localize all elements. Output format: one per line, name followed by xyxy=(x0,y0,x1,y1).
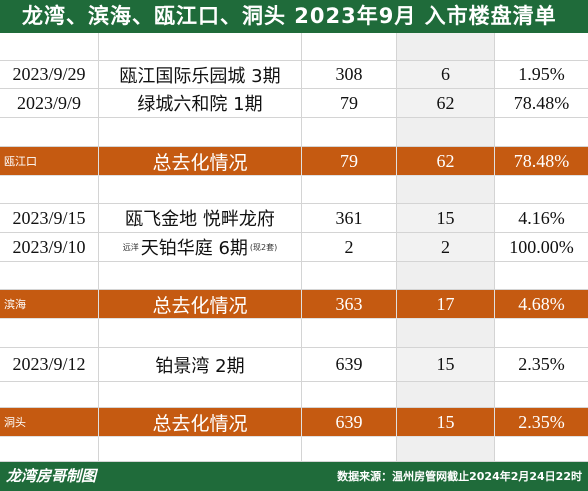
summary-label: 总去化情况 xyxy=(99,408,302,437)
sell-through-rate-cell: 4.16% xyxy=(495,204,588,233)
spacer-row xyxy=(0,262,588,290)
project-name-cell: 铂景湾 2期 xyxy=(99,348,302,382)
date-cell: 2023/9/10 xyxy=(0,233,99,262)
sell-through-rate-cell: 1.95% xyxy=(495,61,588,89)
date-cell: 2023/9/29 xyxy=(0,61,99,89)
spacer-row xyxy=(0,382,588,408)
summary-label: 总去化情况 xyxy=(99,147,302,176)
summary-sold: 62 xyxy=(397,147,495,176)
date-cell: 2023/9/9 xyxy=(0,89,99,118)
project-name-cell: 绿城六和院 1期 xyxy=(99,89,302,118)
date-cell: 2023/9/15 xyxy=(0,204,99,233)
total-units-cell: 361 xyxy=(302,204,397,233)
sold-units-cell: 15 xyxy=(397,348,495,382)
total-units-cell: 639 xyxy=(302,348,397,382)
summary-sold: 17 xyxy=(397,290,495,319)
project-name-cell: 远洋 天铂华庭 6期 (现2套) xyxy=(99,233,302,262)
summary-total: 363 xyxy=(302,290,397,319)
spacer-row xyxy=(0,118,588,147)
data-source-note: 数据来源：温州房管网截止2024年2月24日22时 xyxy=(337,470,582,483)
region-label: 洞头 xyxy=(0,408,99,437)
summary-row: 洞头 总去化情况 639 15 2.35% xyxy=(0,408,588,437)
sell-through-rate-cell: 78.48% xyxy=(495,89,588,118)
project-name-cell: 瓯江国际乐园城 3期 xyxy=(99,61,302,89)
project-name: 瓯江国际乐园城 3期 xyxy=(119,65,281,87)
spacer-row xyxy=(0,33,588,61)
summary-row: 滨海 总去化情况 363 17 4.68% xyxy=(0,290,588,319)
total-units-cell: 2 xyxy=(302,233,397,262)
footer-bar: 龙湾房哥制图 数据来源：温州房管网截止2024年2月24日22时 xyxy=(0,462,588,491)
table-row: 2023/9/9 绿城六和院 1期 79 62 78.48% xyxy=(0,89,588,118)
table-row: 2023/9/12 铂景湾 2期 639 15 2.35% xyxy=(0,348,588,382)
summary-row: 瓯江口 总去化情况 79 62 78.48% xyxy=(0,147,588,176)
sold-units-cell: 15 xyxy=(397,204,495,233)
project-name-cell: 瓯飞金地 悦畔龙府 xyxy=(99,204,302,233)
sell-through-rate-cell: 2.35% xyxy=(495,348,588,382)
sold-units-cell: 62 xyxy=(397,89,495,118)
project-name-prefix: 远洋 xyxy=(122,242,139,252)
total-units-cell: 308 xyxy=(302,61,397,89)
spacer-row xyxy=(0,319,588,348)
sell-through-rate-cell: 100.00% xyxy=(495,233,588,262)
project-name: 绿城六和院 1期 xyxy=(137,94,263,115)
spacer-row xyxy=(0,176,588,204)
project-name: 天铂华庭 6期 xyxy=(140,238,248,259)
region-label: 滨海 xyxy=(0,290,99,319)
region-label: 瓯江口 xyxy=(0,147,99,176)
total-units-cell: 79 xyxy=(302,89,397,118)
table-row: 2023/9/10 远洋 天铂华庭 6期 (现2套) 2 2 100.00% xyxy=(0,233,588,262)
table-row: 2023/9/15 瓯飞金地 悦畔龙府 361 15 4.16% xyxy=(0,204,588,233)
summary-label: 总去化情况 xyxy=(99,290,302,319)
project-name: 瓯飞金地 悦畔龙府 xyxy=(125,209,275,230)
summary-total: 79 xyxy=(302,147,397,176)
sold-units-cell: 6 xyxy=(397,61,495,89)
summary-rate: 78.48% xyxy=(495,147,588,176)
project-name: 铂景湾 2期 xyxy=(155,355,245,377)
summary-rate: 4.68% xyxy=(495,290,588,319)
sold-units-cell: 2 xyxy=(397,233,495,262)
summary-rate: 2.35% xyxy=(495,408,588,437)
brand-label: 龙湾房哥制图 xyxy=(6,467,97,485)
project-name-suffix: (现2套) xyxy=(249,242,278,252)
page-title: 龙湾、滨海、瓯江口、洞头 2023年9月 入市楼盘清单 xyxy=(0,0,588,33)
summary-sold: 15 xyxy=(397,408,495,437)
table-row: 2023/9/29 瓯江国际乐园城 3期 308 6 1.95% xyxy=(0,61,588,89)
spacer-row xyxy=(0,437,588,462)
date-cell: 2023/9/12 xyxy=(0,348,99,382)
summary-total: 639 xyxy=(302,408,397,437)
